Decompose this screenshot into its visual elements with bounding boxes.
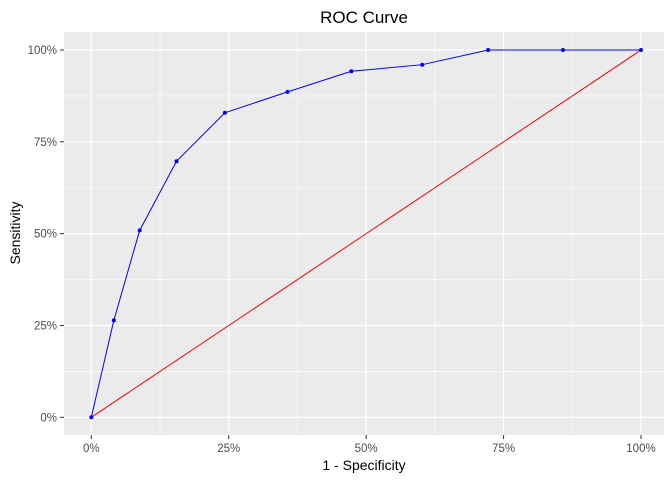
data-point	[89, 415, 94, 420]
data-point	[174, 159, 179, 164]
y-tick-label: 100%	[28, 45, 57, 57]
x-tick-label: 0%	[83, 443, 100, 455]
y-tick-label: 50%	[34, 229, 57, 241]
y-tick-label: 0%	[40, 412, 57, 424]
x-axis-label: 1 - Specificity	[322, 457, 405, 473]
series-layer	[89, 48, 643, 420]
x-tick-label: 50%	[355, 443, 378, 455]
x-tick-label: 25%	[217, 443, 240, 455]
data-point	[222, 110, 227, 115]
data-point	[111, 318, 116, 323]
data-point	[560, 48, 565, 52]
data-point	[486, 48, 491, 52]
series-line	[91, 49, 642, 418]
data-point	[137, 228, 142, 233]
y-tick-label: 25%	[34, 320, 57, 332]
data-point	[420, 62, 425, 67]
y-axis-label: Sensitivity	[7, 201, 23, 264]
data-point	[285, 89, 290, 94]
axes: 0% 25% 50% 75% 100% 0% 25% 50% 75% 100%	[28, 45, 656, 455]
x-tick-label: 75%	[492, 443, 515, 455]
chart-title: ROC Curve	[320, 8, 408, 27]
x-tick-label: 100%	[626, 443, 655, 455]
data-point	[349, 69, 354, 74]
data-point	[639, 48, 643, 52]
y-tick-label: 75%	[34, 137, 57, 149]
